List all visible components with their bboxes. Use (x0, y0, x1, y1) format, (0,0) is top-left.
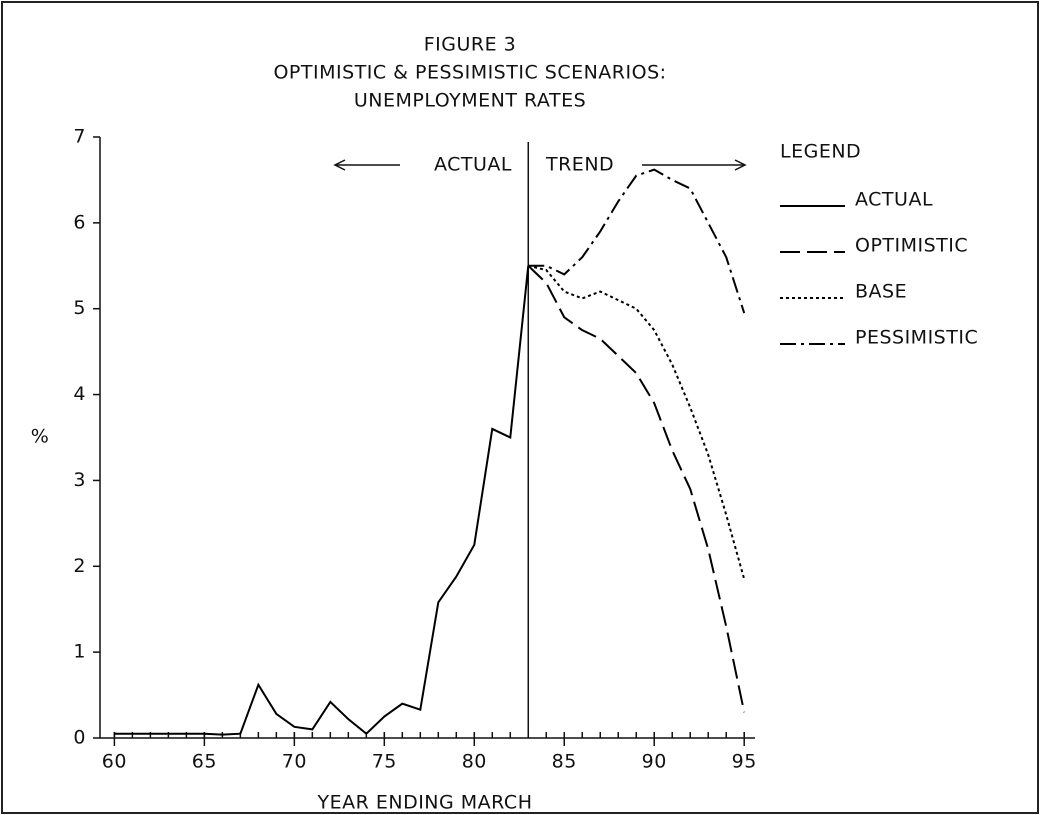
x-tick-label: 75 (372, 751, 397, 773)
chart-title: FIGURE 3 (424, 34, 517, 56)
chart-title: OPTIMISTIC & PESSIMISTIC SCENARIOS: (273, 62, 666, 84)
legend-label: OPTIMISTIC (855, 235, 968, 257)
legend-label: PESSIMISTIC (855, 327, 978, 349)
series-line (114, 265, 530, 736)
series-line (528, 264, 746, 580)
y-tick-label: 5 (73, 297, 86, 319)
annotation: TREND (545, 154, 614, 176)
legend-label: BASE (855, 281, 907, 303)
y-tick-label: 3 (73, 469, 86, 491)
series-line (527, 265, 746, 713)
y-tick-label: 7 (73, 126, 86, 148)
y-tick-label: 1 (73, 641, 86, 663)
y-axis-label: % (31, 426, 50, 448)
chart-title: UNEMPLOYMENT RATES (354, 90, 586, 112)
x-tick-label: 65 (192, 751, 217, 773)
arrows (333, 159, 747, 171)
legend-label: ACTUAL (855, 189, 933, 211)
y-tick-label: 2 (73, 555, 86, 577)
series-line (528, 168, 746, 314)
y-tick-label: 4 (73, 383, 86, 405)
x-tick-label: 95 (732, 751, 757, 773)
x-tick-label: 85 (552, 751, 577, 773)
legend-title: LEGEND (780, 141, 861, 163)
y-tick-label: 6 (73, 211, 86, 233)
annotation: ACTUAL (434, 154, 512, 176)
x-tick-label: 90 (642, 751, 667, 773)
y-tick-label: 0 (73, 727, 86, 749)
x-tick-label: 80 (462, 751, 487, 773)
x-tick-label: 70 (282, 751, 307, 773)
x-axis-label: YEAR ENDING MARCH (317, 792, 533, 814)
x-tick-label: 60 (102, 751, 127, 773)
